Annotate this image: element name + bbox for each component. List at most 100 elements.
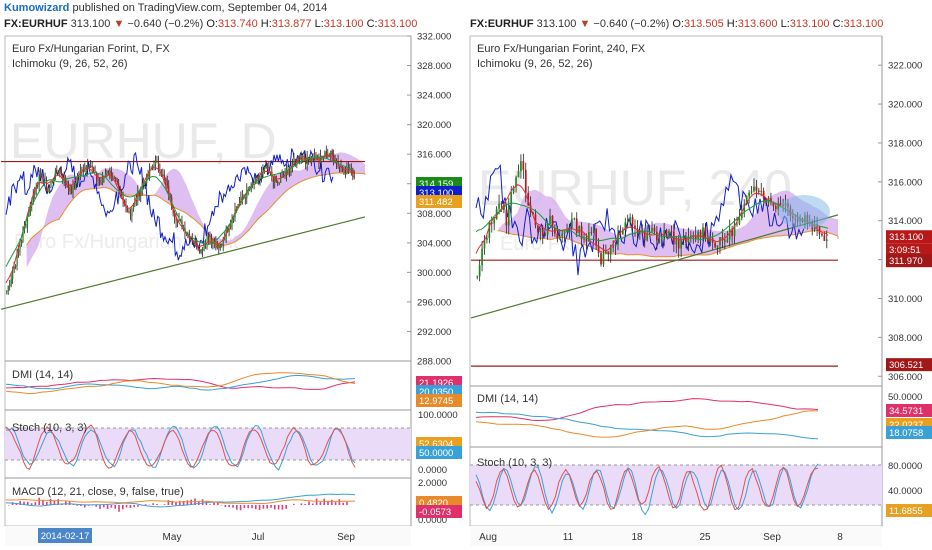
candle-body <box>483 239 486 249</box>
candle-body <box>280 177 282 183</box>
right-stoch-lines <box>475 463 819 516</box>
candle-body <box>689 235 692 237</box>
candle <box>719 236 721 254</box>
macd-histogram-bar <box>84 505 86 508</box>
candle-body <box>319 156 322 164</box>
value-badge <box>416 446 462 459</box>
candle <box>306 150 308 171</box>
candle <box>47 187 49 193</box>
candle <box>15 264 17 270</box>
candle <box>212 238 214 250</box>
candle-body <box>16 252 18 266</box>
right-dmi-tick: 50.0000 <box>888 392 922 403</box>
candle-body <box>153 164 155 166</box>
left-stoch-lines <box>5 424 356 471</box>
candle-body <box>478 265 481 277</box>
highlight-ellipse <box>778 195 830 229</box>
macd-histogram-bar <box>65 501 67 505</box>
value-badge-text: 21.1926 <box>419 378 453 389</box>
macd-histogram-bar <box>99 505 101 509</box>
indicator-line <box>5 374 356 391</box>
candle <box>268 161 270 172</box>
quote-last: 313.100 <box>536 18 577 30</box>
candle-body <box>129 212 132 216</box>
macd-histogram-bar <box>186 500 189 505</box>
candle <box>651 221 653 234</box>
candle-body <box>266 166 269 169</box>
candle-body <box>534 214 537 226</box>
candle-body <box>327 155 329 158</box>
candle <box>818 226 821 240</box>
macd-histogram-bar <box>209 504 211 505</box>
candle-body <box>704 227 707 239</box>
value-badge-text: 12.9745 <box>419 396 453 407</box>
price-tick-label: 296.000 <box>417 297 451 308</box>
candle <box>699 229 702 247</box>
candle-body <box>556 233 559 239</box>
candle-body <box>256 176 258 178</box>
macd-histogram-bar <box>346 501 348 505</box>
price-tick-label: 316.000 <box>417 150 451 161</box>
candle-body <box>672 231 675 245</box>
candle <box>88 163 90 168</box>
tenkan-sen-line <box>5 154 356 283</box>
candle <box>590 226 593 236</box>
candle-body <box>818 227 821 234</box>
candle-body <box>72 184 74 194</box>
candle-body <box>316 157 319 161</box>
candle-body <box>140 188 142 196</box>
candle-body <box>583 238 585 240</box>
candle-body <box>218 244 220 249</box>
candle-body <box>731 228 733 237</box>
candle-body <box>13 266 15 273</box>
candle-body <box>490 222 493 224</box>
4h-chart[interactable]: EURHUF, 240 Euro Fx/Hungarian Forint Eur… <box>469 35 932 546</box>
left-stoch-label: Stoch (10, 3, 3) <box>12 422 87 434</box>
candle <box>125 198 127 213</box>
candle-body <box>779 203 782 205</box>
candle-body <box>622 229 624 235</box>
macd-histogram-bar <box>118 505 120 512</box>
candle <box>325 145 327 159</box>
daily-chart[interactable]: EURHUF, D Euro Fx/Hungarian Forint Euro … <box>0 32 462 547</box>
candle <box>716 245 719 255</box>
candle-body <box>240 196 242 202</box>
author-link[interactable]: Kumowizard <box>4 2 70 14</box>
macd-histogram-bar <box>312 503 314 505</box>
candle <box>22 226 24 244</box>
candle <box>515 175 517 193</box>
candle <box>106 169 108 178</box>
candle <box>697 229 699 244</box>
candle <box>266 163 269 176</box>
candle-body <box>639 232 641 234</box>
candle-body <box>476 276 479 278</box>
candle <box>706 234 709 245</box>
candle-body <box>825 239 828 241</box>
candle-body <box>663 230 665 238</box>
candle-body <box>303 155 305 160</box>
candle-body <box>93 167 95 172</box>
candle <box>131 207 133 223</box>
value-badge-text: 0.4820 <box>419 498 448 509</box>
candle-body <box>135 200 138 202</box>
candle <box>103 175 105 183</box>
candle-body <box>152 165 154 169</box>
candle-body <box>607 251 610 255</box>
candle <box>115 176 117 182</box>
candle-body <box>18 249 20 253</box>
candle-body <box>23 226 26 232</box>
candle <box>40 168 42 182</box>
candle-body <box>43 179 45 181</box>
candle <box>607 251 610 262</box>
candle <box>689 230 692 243</box>
down-arrow-icon: ▼ <box>113 18 125 30</box>
indicator-line <box>475 410 819 438</box>
candle-body <box>131 210 133 216</box>
candle <box>87 158 89 175</box>
quote-last: 313.100 <box>70 18 111 30</box>
candle-body <box>32 194 34 204</box>
quote-symbol: FX:EURHUF <box>4 18 68 30</box>
macd-histogram-bar <box>277 505 280 510</box>
candle <box>163 169 165 183</box>
candle-body <box>20 241 23 246</box>
